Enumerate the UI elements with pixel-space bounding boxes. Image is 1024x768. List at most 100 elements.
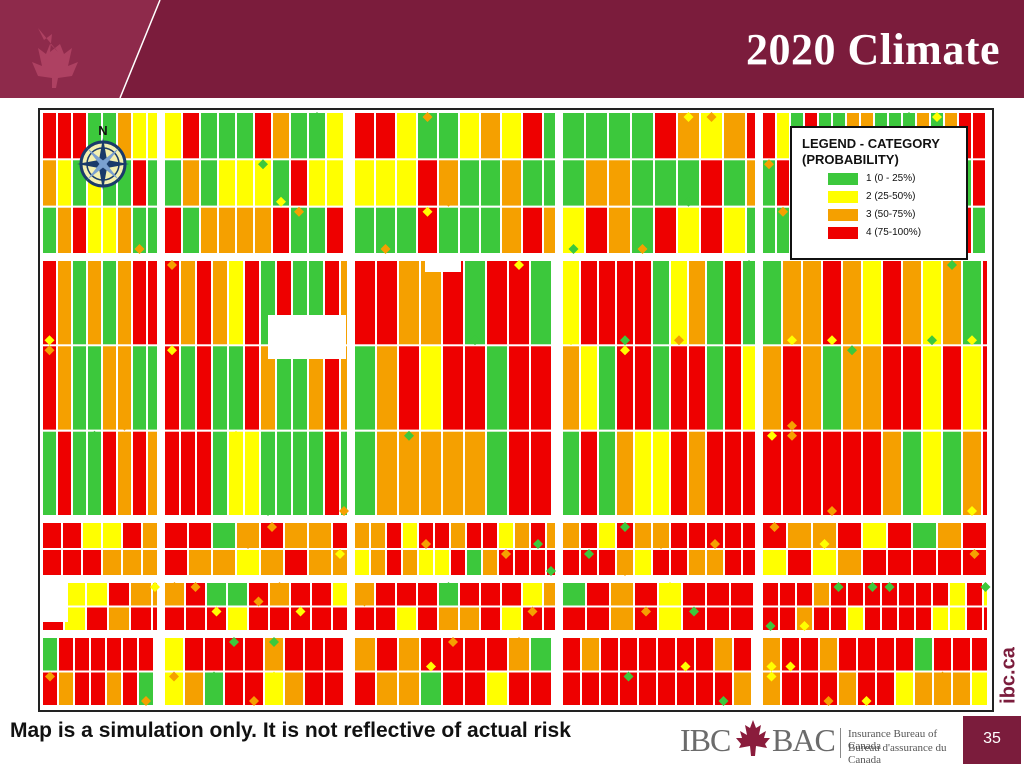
parcel (863, 346, 881, 430)
parcel (801, 638, 818, 671)
parcel-marker (274, 582, 285, 592)
parcel-marker (514, 637, 524, 647)
parcel (502, 607, 521, 630)
parcel (863, 261, 881, 345)
parcel (515, 550, 529, 575)
parcel (531, 346, 551, 430)
parcel (653, 550, 669, 575)
parcel (523, 113, 542, 159)
parcel (333, 607, 347, 630)
parcel (123, 672, 137, 705)
parcel (305, 638, 323, 671)
parcel (823, 431, 841, 515)
parcel (341, 261, 347, 345)
parcel-marker (141, 696, 151, 706)
parcel (327, 207, 343, 253)
parcel (213, 550, 235, 575)
parcel (502, 160, 521, 206)
parcel (219, 113, 235, 159)
parcel (43, 346, 56, 430)
parcel (377, 672, 397, 705)
parcel (635, 261, 651, 345)
parcel (270, 607, 289, 630)
parcel-marker (249, 696, 259, 706)
legend-item-category-4: 4 (75-100%) (802, 225, 956, 240)
parcel (481, 583, 500, 606)
parcel-marker (119, 420, 130, 431)
parcel (973, 207, 985, 253)
parcel (582, 672, 599, 705)
parcel-marker (501, 549, 511, 559)
parcel (483, 550, 497, 575)
parcel (934, 638, 951, 671)
parcel (109, 583, 129, 606)
parcel (601, 672, 618, 705)
parcel (249, 607, 268, 630)
logo-ibc-text: IBC (680, 722, 731, 758)
parcel (797, 583, 812, 606)
website-url[interactable]: ibc.ca (997, 647, 1020, 704)
parcel (435, 523, 449, 548)
parcel (205, 672, 223, 705)
parcel (763, 550, 786, 575)
parcel (617, 431, 633, 515)
parcel (655, 160, 676, 206)
parcel (903, 431, 921, 515)
parcel (460, 607, 479, 630)
open-lot (425, 258, 461, 272)
parcel (277, 431, 291, 515)
parcel (255, 160, 271, 206)
parcel (181, 431, 195, 515)
parcel-marker (89, 430, 100, 441)
parcel (291, 583, 310, 606)
parcel-marker (769, 522, 780, 532)
parcel-marker (766, 661, 777, 672)
parcel (820, 672, 837, 705)
parcel (599, 261, 615, 345)
parcel (261, 346, 275, 430)
parcel (58, 346, 71, 430)
parcel-marker (656, 539, 666, 549)
legend-label-category-2: 2 (25-50%) (866, 191, 916, 202)
parcel (133, 207, 146, 253)
parcel (65, 607, 85, 630)
parcel (916, 583, 931, 606)
parcel (309, 550, 331, 575)
page-number: 35 (983, 730, 1001, 747)
parcel (783, 346, 801, 430)
parcel (439, 113, 458, 159)
parcel (715, 638, 732, 671)
parcel (43, 672, 57, 705)
parcel (225, 672, 243, 705)
parcel (683, 583, 705, 606)
parcel (863, 523, 886, 548)
parcel (103, 550, 121, 575)
parcel-marker (969, 549, 980, 559)
parcel (689, 550, 705, 575)
parcel (707, 550, 723, 575)
parcel (245, 261, 259, 345)
parcel-marker (904, 112, 914, 122)
parcel (677, 638, 694, 671)
parcel (133, 431, 146, 515)
parcel (707, 261, 723, 345)
parcel (197, 346, 211, 430)
disclaimer-footnote: Map is a simulation only. It is not refl… (10, 719, 571, 742)
website-url-tab[interactable]: ibc.ca (994, 640, 1024, 714)
parcel (984, 583, 987, 606)
parcel (225, 638, 243, 671)
parcel (229, 431, 243, 515)
parcel (896, 672, 913, 705)
parcel (916, 607, 931, 630)
parcel (509, 672, 529, 705)
parcel (148, 160, 157, 206)
parcel (309, 346, 323, 430)
parcel (963, 431, 981, 515)
parcel (586, 207, 607, 253)
parcel-marker (263, 506, 273, 516)
parcel (465, 672, 485, 705)
parcel (443, 346, 463, 430)
parcel (333, 523, 347, 548)
parcel-marker (335, 549, 345, 559)
parcel (865, 583, 880, 606)
